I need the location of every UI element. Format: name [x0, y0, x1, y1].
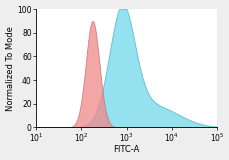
Y-axis label: Normalized To Mode: Normalized To Mode	[5, 26, 14, 111]
X-axis label: FITC-A: FITC-A	[113, 145, 139, 154]
